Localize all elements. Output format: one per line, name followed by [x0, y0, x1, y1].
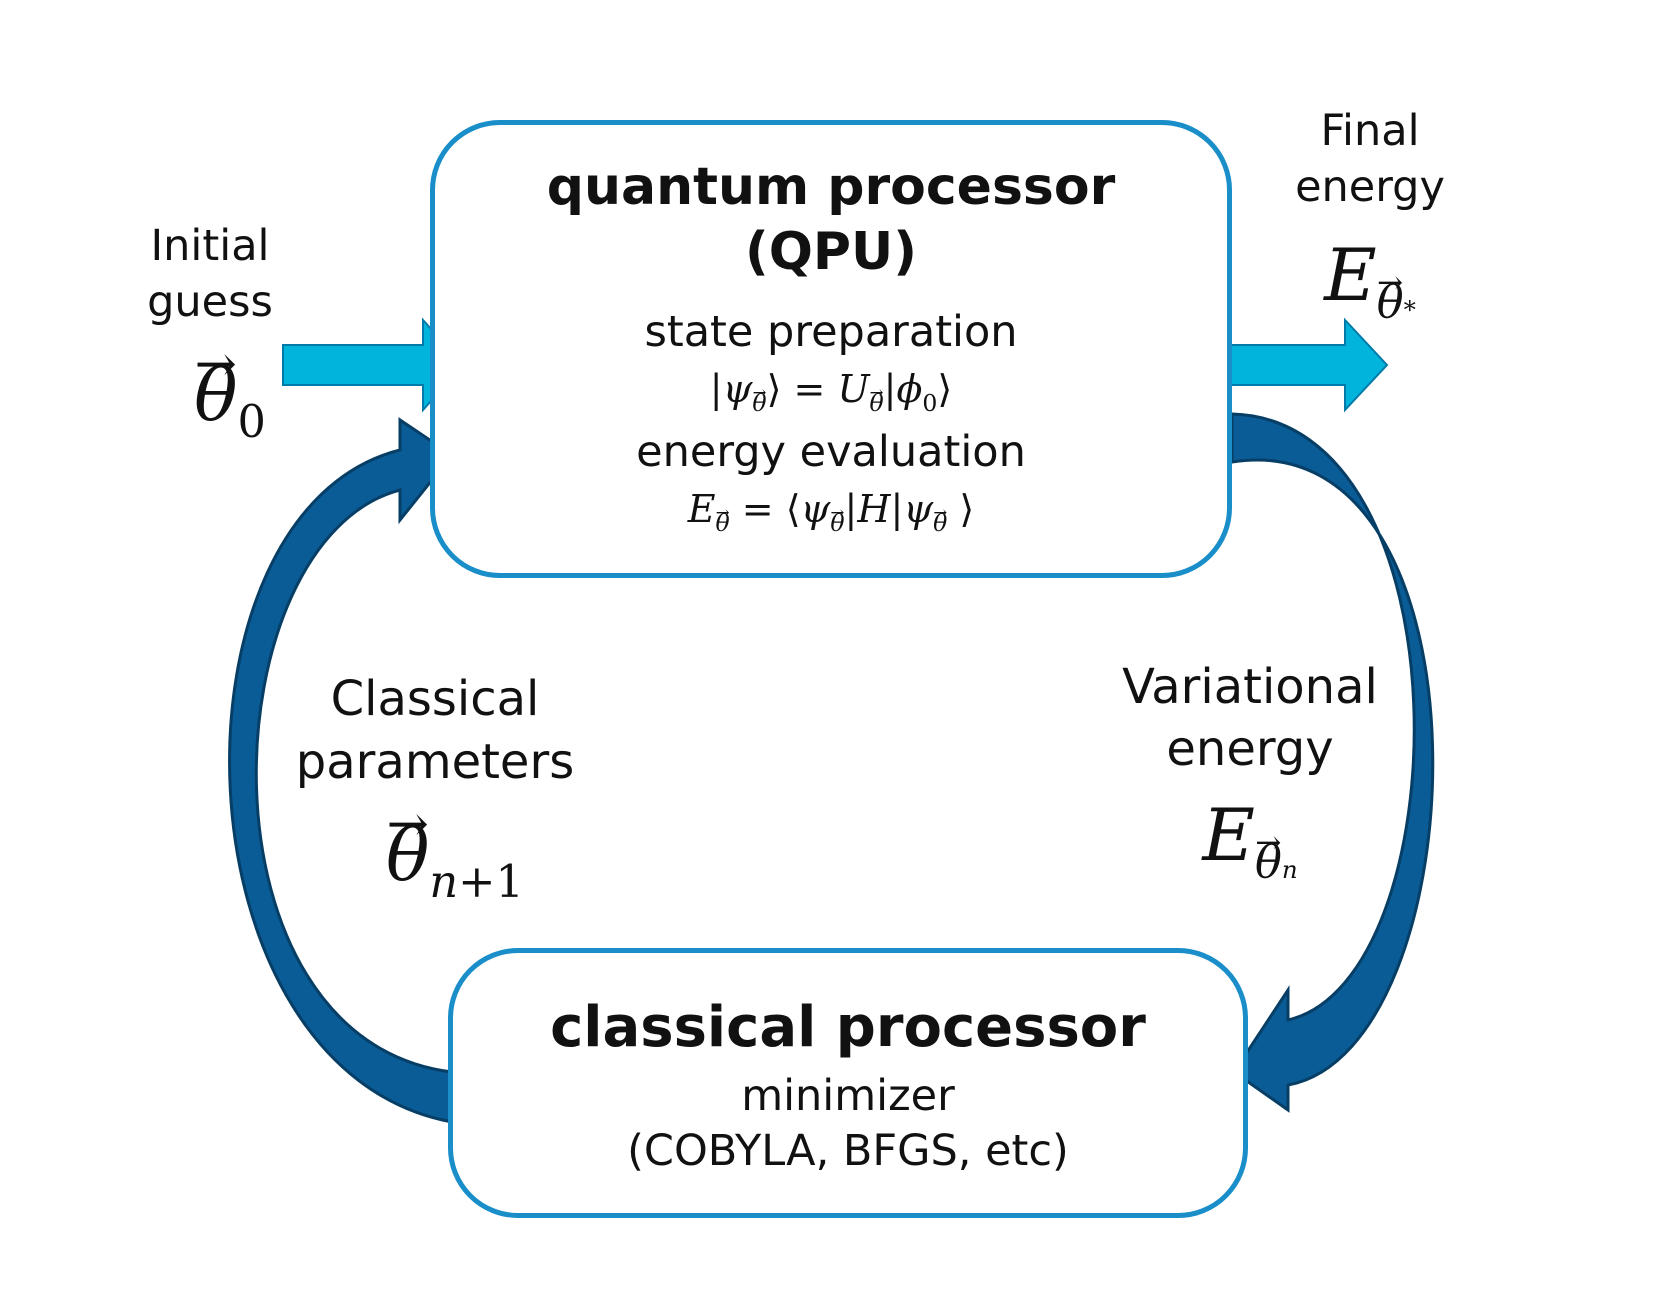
- initial-guess-symbol: θ0: [140, 350, 320, 450]
- classical-parameters-line1: Classical: [330, 671, 540, 727]
- classical-processor-title: classical processor: [550, 995, 1146, 1060]
- energy-evaluation-equation: Eθ = ⟨ψθ|H|ψθ ⟩: [430, 485, 1232, 538]
- qpu-title-line1: quantum processor: [546, 157, 1116, 217]
- minimizer-label: minimizer: [741, 1071, 955, 1121]
- final-energy-line1: Final: [1320, 106, 1420, 156]
- classical-parameters-line2: parameters: [295, 734, 575, 790]
- curved-arrow-parameters: [228, 417, 455, 1124]
- state-preparation-equation: |ψθ⟩ = Uθ|ϕ0⟩: [430, 365, 1232, 418]
- variational-energy-line2: energy: [1166, 721, 1334, 777]
- classical-processor-box: [448, 948, 1248, 1218]
- initial-guess-line1: Initial: [150, 221, 270, 271]
- qpu-title-line2: (QPU): [744, 222, 918, 282]
- classical-parameters-symbol: θn+1: [330, 810, 580, 910]
- variational-energy-symbol: Eθn: [1150, 790, 1350, 897]
- curved-arrow-variational: [1230, 412, 1435, 1113]
- final-energy-line2: energy: [1295, 162, 1445, 212]
- optimizer-list: (COBYLA, BFGS, etc): [627, 1126, 1069, 1176]
- variational-energy-line1: Variational: [1122, 659, 1378, 715]
- energy-evaluation-label: energy evaluation: [636, 427, 1026, 477]
- final-energy-symbol: Eθ*: [1270, 230, 1470, 337]
- state-preparation-label: state preparation: [644, 307, 1018, 357]
